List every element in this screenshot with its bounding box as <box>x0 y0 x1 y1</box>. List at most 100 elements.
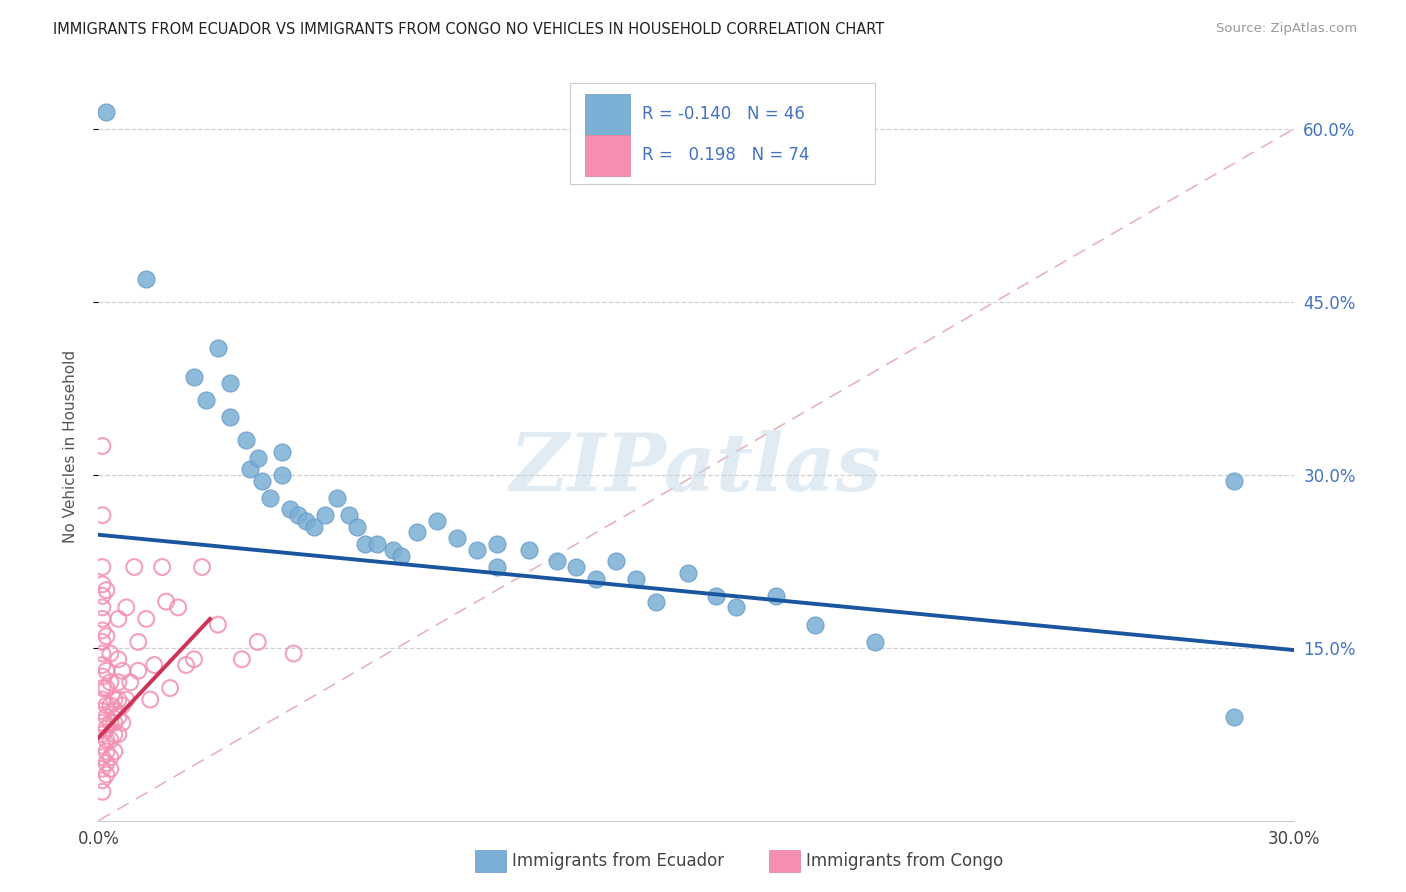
Point <box>235 434 257 448</box>
Point <box>96 756 118 770</box>
Point <box>96 767 118 781</box>
Point <box>107 612 129 626</box>
Point <box>91 739 114 753</box>
Bar <box>585 94 630 135</box>
Point <box>96 583 118 598</box>
Y-axis label: No Vehicles in Household: No Vehicles in Household <box>63 350 77 542</box>
Point <box>339 508 361 523</box>
Point <box>246 450 269 465</box>
Point <box>546 554 568 568</box>
Point <box>219 410 242 425</box>
Point <box>191 560 214 574</box>
Text: Source: ZipAtlas.com: Source: ZipAtlas.com <box>1216 22 1357 36</box>
Point <box>704 589 727 603</box>
Point <box>91 785 114 799</box>
Point <box>143 658 166 673</box>
Point <box>676 566 699 580</box>
Point <box>107 652 129 666</box>
Point <box>91 647 114 661</box>
Point <box>127 635 149 649</box>
Point <box>219 376 242 390</box>
Point <box>96 681 118 695</box>
Point <box>127 664 149 678</box>
Point <box>159 681 181 695</box>
Point <box>91 727 114 741</box>
Point <box>485 560 508 574</box>
Point <box>270 467 292 482</box>
Text: Immigrants from Ecuador: Immigrants from Ecuador <box>512 852 724 871</box>
Point <box>91 439 114 453</box>
Point <box>485 537 508 551</box>
Point <box>354 537 377 551</box>
Point <box>139 692 162 706</box>
Point <box>91 750 114 764</box>
Point <box>207 617 229 632</box>
Point <box>246 635 269 649</box>
Point <box>103 692 125 706</box>
Point <box>250 474 273 488</box>
Point <box>115 692 138 706</box>
Point <box>91 715 114 730</box>
Point <box>183 369 205 384</box>
Point <box>605 554 627 568</box>
Point <box>346 519 368 533</box>
FancyBboxPatch shape <box>571 83 876 184</box>
Point <box>96 698 118 713</box>
Point <box>382 542 405 557</box>
Point <box>865 635 887 649</box>
Point <box>315 508 337 523</box>
Point <box>91 692 114 706</box>
Point <box>91 589 114 603</box>
Point <box>207 341 229 355</box>
Point <box>287 508 309 523</box>
Point <box>239 462 262 476</box>
Point <box>96 629 118 643</box>
Point <box>426 514 449 528</box>
Point <box>107 710 129 724</box>
Point <box>406 525 429 540</box>
Point <box>103 715 125 730</box>
Point <box>98 715 122 730</box>
Point <box>724 600 747 615</box>
Point <box>91 612 114 626</box>
Point <box>135 612 157 626</box>
Point <box>183 652 205 666</box>
Point <box>326 491 349 505</box>
Point <box>91 635 114 649</box>
Point <box>302 519 325 533</box>
Point <box>103 727 125 741</box>
Point <box>465 542 488 557</box>
Point <box>804 617 827 632</box>
Point <box>259 491 281 505</box>
Point <box>96 733 118 747</box>
Point <box>1223 710 1246 724</box>
Point <box>98 762 122 776</box>
Point <box>115 600 138 615</box>
Point <box>645 594 668 608</box>
Point <box>195 392 218 407</box>
Point <box>111 715 134 730</box>
Point <box>446 531 468 545</box>
Point <box>294 514 316 528</box>
Point <box>283 647 305 661</box>
Point <box>111 698 134 713</box>
Point <box>103 744 125 758</box>
Bar <box>585 135 630 177</box>
Text: R =   0.198   N = 74: R = 0.198 N = 74 <box>643 146 810 164</box>
Point <box>91 773 114 788</box>
Point <box>96 710 118 724</box>
Point <box>98 733 122 747</box>
Point <box>98 647 122 661</box>
Point <box>389 549 412 563</box>
Point <box>91 658 114 673</box>
Point <box>107 675 129 690</box>
Point <box>1223 474 1246 488</box>
Point <box>174 658 197 673</box>
Point <box>96 664 118 678</box>
Point <box>124 560 146 574</box>
Point <box>91 624 114 638</box>
Point <box>278 502 301 516</box>
Point <box>91 704 114 718</box>
Point <box>167 600 190 615</box>
Point <box>270 444 292 458</box>
